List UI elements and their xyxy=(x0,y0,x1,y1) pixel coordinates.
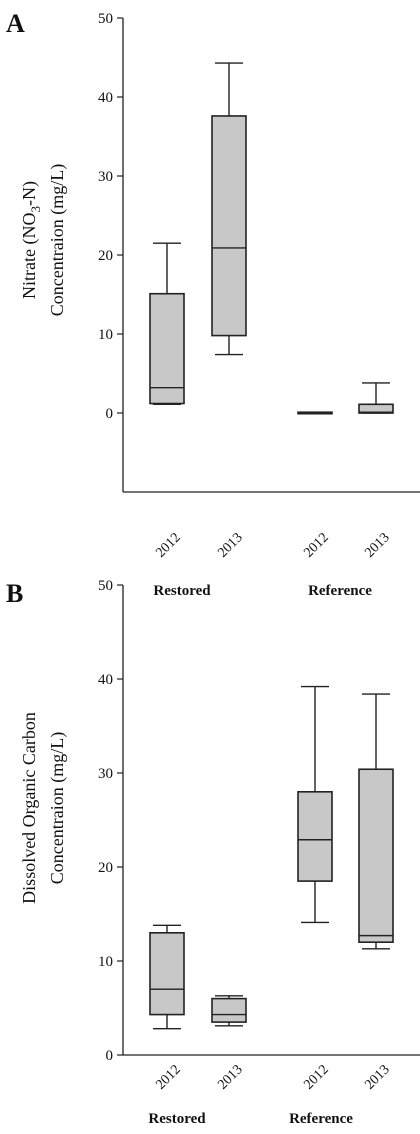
panel-a-x-tick-label: 2012 xyxy=(153,530,183,560)
panel-b-y-axis-title-line-2: Concentraion (mg/L) xyxy=(47,732,68,884)
panel-a-x-tick-label: 2013 xyxy=(215,530,245,560)
panel-a-group-label: Restored xyxy=(153,583,211,599)
panel-b-y-tick-label: 10 xyxy=(98,954,113,970)
panel-b-box xyxy=(358,768,394,943)
panel-b-y-tick-label: 50 xyxy=(98,578,113,594)
panel-a-y-tick-label: 30 xyxy=(98,169,113,185)
panel-a-x-tick-label: 2013 xyxy=(362,530,392,560)
panel-a-y-tick-label: 20 xyxy=(98,248,113,264)
panel-b-y-axis-title-line-1: Dissolved Organic Carbon xyxy=(19,712,39,904)
panel-b-x-tick-label: 2012 xyxy=(153,1062,183,1092)
panel-b-group-label: Reference xyxy=(289,1111,353,1127)
panel-b-y-tick-label: 30 xyxy=(98,766,113,782)
panel-a-box xyxy=(211,115,247,337)
panel-b-group-label: Restored xyxy=(148,1111,206,1127)
panel-a-y-axis-title-line-1: Nitrate (NO3-N) xyxy=(19,181,43,299)
panel-a-box xyxy=(149,292,185,405)
panel-a-y-tick-label: 0 xyxy=(106,406,114,422)
panel-a-y-tick-label: 10 xyxy=(98,327,113,343)
panel-b-x-tick-label: 2013 xyxy=(362,1062,392,1092)
panel-a-letter: A xyxy=(6,9,25,38)
panel-a-y-axis-title-line-2: Concentraion (mg/L) xyxy=(47,164,68,316)
panel-b-x-tick-label: 2013 xyxy=(215,1062,245,1092)
panel-b-letter: B xyxy=(6,579,23,608)
panel-b-box xyxy=(149,931,185,1016)
panel-b-y-tick-label: 40 xyxy=(98,672,113,688)
panel-a-group-label: Reference xyxy=(308,583,372,599)
panel-a-x-tick-label: 2012 xyxy=(301,530,331,560)
panel-b-box xyxy=(297,790,333,882)
panel-b-y-tick-label: 20 xyxy=(98,860,113,876)
panel-b-x-tick-label: 2012 xyxy=(301,1062,331,1092)
panel-b-y-tick-label: 0 xyxy=(106,1048,114,1064)
panel-a-y-tick-label: 50 xyxy=(98,11,113,27)
panel-b-box xyxy=(211,997,247,1023)
panel-a-box xyxy=(358,403,394,414)
panel-a-y-tick-label: 40 xyxy=(98,90,113,106)
